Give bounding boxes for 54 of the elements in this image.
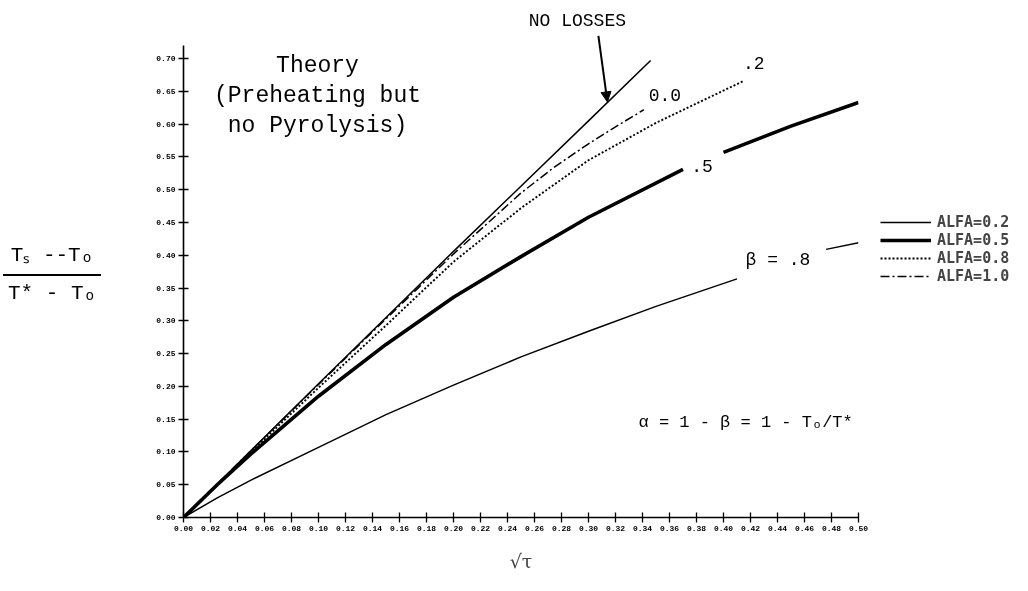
y-tick-label: 0.15 xyxy=(156,414,176,424)
x-tick-label: 0.02 xyxy=(200,523,221,533)
legend-label: ALFA=0.5 xyxy=(937,231,1010,249)
x-axis-title: √τ xyxy=(509,549,533,572)
annotation: α = 1 - β = 1 - Tₒ/T* xyxy=(638,413,853,432)
x-tick-label: 0.34 xyxy=(632,523,653,533)
x-tick-label: 0.06 xyxy=(254,523,275,533)
y-tick-label: 0.70 xyxy=(156,54,176,64)
x-tick-label: 0.38 xyxy=(686,523,707,533)
y-tick-label: 0.55 xyxy=(156,152,176,162)
x-tick-label: 0.46 xyxy=(794,523,815,533)
x-tick-label: 0.16 xyxy=(389,523,410,533)
x-tick-label: 0.36 xyxy=(659,523,680,533)
x-tick-label: 0.24 xyxy=(497,523,518,533)
x-tick-label: 0.48 xyxy=(821,523,842,533)
x-tick-label: 0.30 xyxy=(578,523,599,533)
x-tick-label: 0.14 xyxy=(362,523,383,533)
y-tick-label: 0.35 xyxy=(156,283,176,293)
x-tick-label: 0.42 xyxy=(740,523,761,533)
x-tick-label: 0.32 xyxy=(605,523,626,533)
x-tick-label: 0.28 xyxy=(551,523,572,533)
x-tick-label: 0.50 xyxy=(848,523,869,533)
x-tick-label: 0.44 xyxy=(767,523,788,533)
annotation: 0.0 xyxy=(648,85,682,106)
y-tick-label: 0.50 xyxy=(156,185,176,195)
y-tick-label: 0.40 xyxy=(156,250,176,260)
legend-label: ALFA=0.8 xyxy=(937,249,1010,267)
x-tick-label: 0.40 xyxy=(713,523,734,533)
x-tick-label: 0.18 xyxy=(416,523,437,533)
y-tick-label: 0.20 xyxy=(156,381,176,391)
annotation: β = .8 xyxy=(745,249,811,270)
x-tick-label: 0.04 xyxy=(227,523,248,533)
x-tick-label: 0.20 xyxy=(443,523,464,533)
x-tick-label: 0.10 xyxy=(308,523,329,533)
annotation: .5 xyxy=(691,157,713,178)
x-tick-label: 0.08 xyxy=(281,523,302,533)
annotation: .2 xyxy=(742,53,765,74)
y-tick-label: 0.30 xyxy=(156,316,176,326)
y-tick-label: 0.45 xyxy=(156,218,176,227)
x-tick-label: 0.22 xyxy=(470,523,491,533)
y-axis-title: Tₛ --Tₒ T* - Tₒ xyxy=(6,243,98,307)
y-tick-label: 0.10 xyxy=(156,447,176,457)
x-tick-label: 0.12 xyxy=(335,523,356,533)
x-tick-label: 0.26 xyxy=(524,523,545,533)
legend-label: ALFA=1.0 xyxy=(937,267,1010,285)
y-tick-label: 0.60 xyxy=(156,119,176,129)
y-tick-label: 0.65 xyxy=(156,86,176,96)
x-tick-label: 0.00 xyxy=(173,523,194,533)
y-tick-label: 0.25 xyxy=(156,349,176,359)
y-tick-label: 0.05 xyxy=(156,480,176,490)
annotation: Theory (Preheating but no Pyrolysis) xyxy=(213,52,422,139)
y-tick-label: 0.00 xyxy=(156,513,176,522)
annotation: NO LOSSES xyxy=(528,10,627,31)
legend-label: ALFA=0.2 xyxy=(937,213,1010,231)
